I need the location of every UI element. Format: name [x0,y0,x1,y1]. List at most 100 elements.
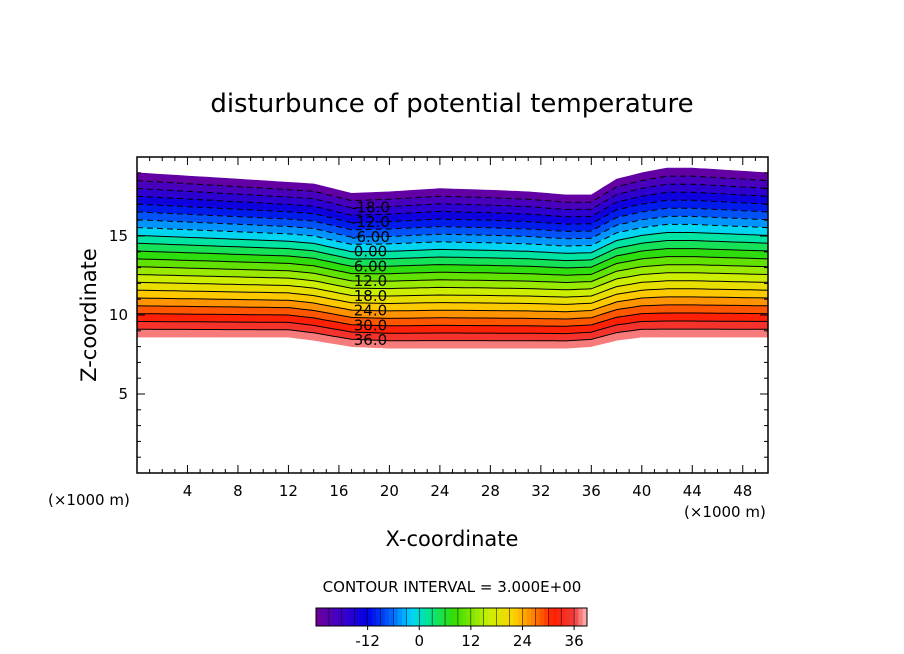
colorbar-cell [389,608,394,626]
colorbar-cell [346,608,351,626]
contour-line [137,191,768,218]
contour-label: 24.0 [354,302,387,320]
contour-line [137,312,768,327]
colorbar-cell [363,608,368,626]
x-tick-label: 4 [183,482,193,500]
colorbar-cell [561,608,566,626]
contour-line [137,288,768,305]
colorbar-cell [457,608,463,626]
contour-line [137,183,768,210]
colorbar-cell [569,608,575,626]
colorbar-tick-label: -12 [355,632,380,650]
colorbar-cell [337,608,343,626]
colorbar-cell [578,608,583,626]
contour-label: -6.00 [351,228,390,246]
colorbar-cell [526,608,532,626]
colorbar-cell [492,608,497,626]
colorbar-cell [384,608,390,626]
x-axis-label: X-coordinate [386,527,519,551]
x-tick-label: 8 [233,482,243,500]
contour-label: 30.0 [354,316,387,334]
colorbar-cell [376,608,381,626]
contour-line [137,272,768,291]
colorbar-cell [518,608,523,626]
contour-line [137,296,768,313]
colorbar-cell [367,608,373,626]
colorbar-cell [423,608,429,626]
colorbar-cell [513,608,519,626]
contour-line [137,320,768,335]
y-tick-label: 5 [118,385,128,403]
contour-line [137,248,768,269]
contour-label: 36.0 [354,331,387,349]
colorbar-cell [531,608,536,626]
colorbar-cell [539,608,545,626]
colorbar-cell [449,608,454,626]
colorbar-cell [483,608,489,626]
colorbar-cell [582,608,588,626]
contour-line [137,215,768,240]
colorbar-cell [328,608,334,626]
x-tick-label: 24 [430,482,449,500]
colorbar-cell [574,608,579,626]
y-tick-label: 10 [109,306,128,324]
contour-line [137,199,768,225]
colorbar-cell [333,608,338,626]
colorbar-cell [410,608,416,626]
contour-line [137,175,768,203]
colorbar-cell [462,608,467,626]
colorbar-cell [556,608,562,626]
colorbar-cell [548,608,553,626]
colorbar-cell [505,608,510,626]
contour-line [137,264,768,284]
colorbar-cell [466,608,472,626]
colorbar-cell [445,608,450,626]
colorbar-cell [565,608,571,626]
contour-label: 6.00 [354,257,387,275]
colorbar-cell [488,608,493,626]
colorbar-cell [350,608,356,626]
chart-title: disturbunce of potential temperature [210,89,693,119]
contour-label: -12.0 [351,213,390,231]
colorbar-cell [535,608,540,626]
colorbar-cell [316,608,321,626]
colorbar-tick-label: 0 [414,632,424,650]
contour-labels: -18.0-12.0-6.000.006.0012.018.024.030.03… [351,198,390,349]
contour-line [137,207,768,232]
x-tick-label: 32 [531,482,550,500]
colorbar-cell [402,608,407,626]
colorbar-cell [371,608,377,626]
colorbar-tick-label: 12 [461,632,480,650]
x-tick-label: 40 [632,482,651,500]
colorbar-cell [341,608,347,626]
colorbar-cell [543,608,549,626]
colorbar-cell [470,608,476,626]
colorbar-cell [359,608,364,626]
contour-label: 12.0 [354,272,387,290]
y-unit-label: (×1000 m) [48,491,130,509]
colorbar-cell [397,608,403,626]
colorbar-cell [552,608,558,626]
colorbar-cell [453,608,459,626]
colorbar: -12 0 12 24 36 [315,607,588,650]
colorbar-cell [427,608,433,626]
colorbar-cell [496,608,502,626]
x-tick-label: 48 [733,482,752,500]
y-axis-label: Z-coordinate [77,248,101,382]
colorbar-cell [479,608,485,626]
x-tick-label: 20 [380,482,399,500]
colorbar-cell [436,608,442,626]
colorbar-cell [354,608,360,626]
colorbar-cell [414,608,420,626]
contour-line [137,256,768,276]
colorbar-cell [320,608,325,626]
colorbar-frame [315,607,588,627]
colorbar-cell [324,608,330,626]
x-tick-label: 36 [582,482,601,500]
contour-line [137,304,768,320]
x-tick-label: 44 [683,482,702,500]
colorbar-tick-label: 24 [513,632,532,650]
colorbar-cell [440,608,446,626]
contour-line [137,328,768,342]
